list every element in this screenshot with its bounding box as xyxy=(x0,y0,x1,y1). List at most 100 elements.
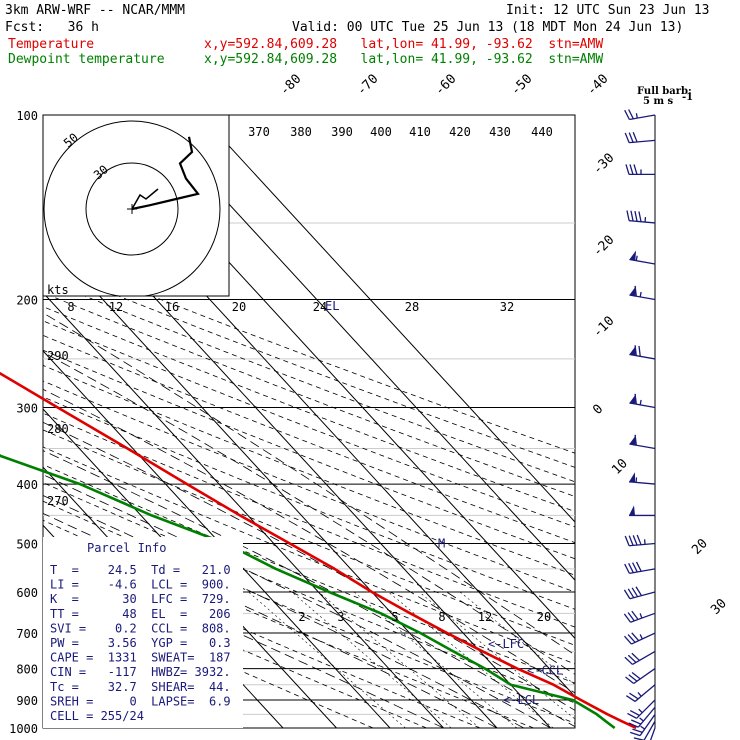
wind-barb-900 xyxy=(627,699,656,719)
wind-barb-800 xyxy=(625,668,656,685)
isotherm--90 xyxy=(0,115,16,728)
temperature-legend: Temperature xyxy=(8,37,95,52)
level-label-m: M xyxy=(438,536,445,550)
theta-label-440: 440 xyxy=(531,125,553,139)
barb-legend-line1: Full barb: xyxy=(637,86,692,97)
wind-barb-650 xyxy=(623,610,656,623)
wind-barb-700 xyxy=(624,632,656,645)
hodograph-tick-16: 16 xyxy=(165,300,179,314)
wind-barb-750 xyxy=(624,650,656,665)
wind-barb-400 xyxy=(629,472,656,485)
theta-label-430: 430 xyxy=(489,125,511,139)
wind-barb-110 xyxy=(624,132,656,144)
isotherm-40 xyxy=(146,115,575,581)
theta-label-400: 400 xyxy=(370,125,392,139)
hodograph-tick-20: 20 xyxy=(232,300,246,314)
theta-label-390: 390 xyxy=(331,125,353,139)
moist-adiabat-30 xyxy=(43,351,575,675)
isotherm-label--30: -30 xyxy=(590,151,617,178)
wind-barb-350 xyxy=(629,434,656,450)
parcel-info-row-9: SREH = 0 LAPSE= 6.9 xyxy=(50,694,231,708)
header-valid: Valid: 00 UTC Tue 25 Jun 13 (18 MDT Mon … xyxy=(292,20,684,35)
dewpoint-location: x,y=592.84,609.28 lat,lon= 41.99, -93.62… xyxy=(204,52,604,67)
mixing-ratio-label-8: 8 xyxy=(438,610,445,624)
parcel-info-row-4: SVI = 0.2 CCL = 808. xyxy=(50,621,231,635)
wind-barb-125 xyxy=(625,164,655,176)
theta-label-370: 370 xyxy=(248,125,270,139)
parcel-info-row-1: LI = -4.6 LCL = 900. xyxy=(50,578,231,592)
mixing-ratio-1 xyxy=(248,591,406,728)
header-fcst: Fcst: 36 h xyxy=(5,20,99,35)
barb-legend-sup: -1 xyxy=(682,92,693,103)
wind-barb-175 xyxy=(629,250,656,265)
dry-adiabat-250 xyxy=(43,580,374,728)
parcel-info-row-0: T = 24.5 Td = 21.0 xyxy=(50,563,231,577)
hodograph-units: kts xyxy=(47,283,69,297)
parcel-info-title: Parcel Info xyxy=(87,541,166,555)
hodograph-trace xyxy=(131,136,200,211)
pressure-label-100: 100 xyxy=(16,109,38,123)
isotherm-label-30: 30 xyxy=(708,596,730,618)
pressure-label-400: 400 xyxy=(16,478,38,492)
hodograph-ring-30 xyxy=(85,162,179,256)
theta-e-label-270: 270 xyxy=(47,494,69,508)
mixing-ratio-2 xyxy=(291,591,452,728)
hodograph-tick-12: 12 xyxy=(109,300,123,314)
parcel-info-row-2: K = 30 LFC = 729. xyxy=(50,592,231,606)
wind-barb-200 xyxy=(629,285,656,301)
isotherm--10 xyxy=(43,291,444,728)
hodograph-ring-50 xyxy=(43,120,221,296)
mixing-ratio-label-3: 3 xyxy=(337,610,344,624)
wind-barb-500 xyxy=(624,534,656,547)
isotherm-label-20: 20 xyxy=(689,536,711,558)
moist-adiabat-15 xyxy=(43,450,575,728)
dewpoint-profile xyxy=(0,454,616,730)
hodograph-tick-24: 24 xyxy=(313,300,327,314)
pressure-label-1000: 1000 xyxy=(9,722,38,736)
parcel-info-row-8: Tc = 32.7 SHEAR= 44. xyxy=(50,680,231,694)
dewpoint-legend: Dewpoint temperature xyxy=(8,52,165,67)
mixing-ratio-label-5: 5 xyxy=(391,610,398,624)
isotherm-label--20: -20 xyxy=(590,233,617,260)
isotherm-50 xyxy=(200,115,575,523)
wind-barb-450 xyxy=(629,505,655,517)
wind-barb-600 xyxy=(623,586,656,600)
mixing-ratio-label-2: 2 xyxy=(298,610,305,624)
wind-barb-100 xyxy=(624,109,656,121)
isotherm-0 xyxy=(43,233,498,728)
moist-adiabat-5 xyxy=(43,495,524,728)
isotherm-label--40: -40 xyxy=(584,72,611,99)
pressure-label-800: 800 xyxy=(16,663,38,677)
dry-adiabat-420 xyxy=(43,292,575,497)
parcel-info-row-5: PW = 3.56 YGP = 0.3 xyxy=(50,636,231,650)
header-init: Init: 12 UTC Sun 23 Jun 13 xyxy=(506,3,710,18)
dry-adiabat-430 xyxy=(43,278,575,483)
hodograph-tick-28: 28 xyxy=(405,300,419,314)
theta-label-420: 420 xyxy=(449,125,471,139)
parcel-info-row-7: CIN = -117 HWBZ= 3932. xyxy=(50,665,231,679)
wind-barb-950 xyxy=(629,713,656,737)
hodograph-inner-trace xyxy=(131,188,159,210)
parcel-info-box xyxy=(43,537,243,728)
parcel-info-row-6: CAPE = 1331 SWEAT= 187 xyxy=(50,651,231,665)
wind-barb-550 xyxy=(624,561,656,574)
wind-barb-300 xyxy=(629,393,656,409)
parcel-info-row-3: TT = 48 EL = 206 xyxy=(50,607,231,621)
barb-legend-line2: 5 m s xyxy=(643,96,674,107)
wind-barb-850 xyxy=(625,684,656,702)
level-label-lcl: <-LCL xyxy=(503,693,539,707)
pressure-label-700: 700 xyxy=(16,627,38,641)
temperature-location: x,y=592.84,609.28 lat,lon= 41.99, -93.62… xyxy=(204,37,604,52)
temperature-profile xyxy=(0,371,637,730)
dry-adiabat-330 xyxy=(43,429,575,646)
dry-adiabat-290 xyxy=(43,500,575,724)
mixing-ratio-12 xyxy=(419,591,575,720)
pressure-label-300: 300 xyxy=(16,401,38,415)
wind-barb-250 xyxy=(629,345,656,360)
mixing-ratio-20 xyxy=(459,591,575,686)
theta-e-label-290: 290 xyxy=(47,349,69,363)
theta-label-380: 380 xyxy=(290,125,312,139)
isotherm-label--70: -70 xyxy=(354,72,381,99)
